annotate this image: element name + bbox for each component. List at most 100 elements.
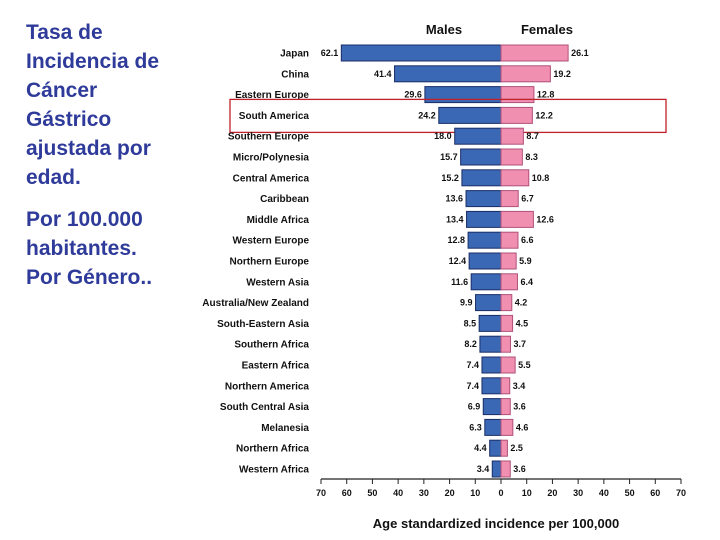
category-label: Western Africa <box>239 465 309 476</box>
male-bar <box>424 86 502 104</box>
female-value-label: 26.1 <box>571 48 589 58</box>
female-value-label: 2.5 <box>510 443 523 453</box>
male-value-label: 7.4 <box>466 381 479 391</box>
male-bar <box>467 231 502 249</box>
female-value-label: 5.9 <box>519 256 532 266</box>
x-tick-label: 50 <box>367 488 377 498</box>
x-tick-label: 10 <box>470 488 480 498</box>
category-label: South America <box>239 111 310 122</box>
female-value-label: 3.7 <box>514 339 527 349</box>
x-tick-label: 70 <box>676 488 686 498</box>
male-bar <box>466 210 502 228</box>
x-tick-label: 10 <box>522 488 532 498</box>
female-value-label: 6.6 <box>521 235 534 245</box>
slide-subtitle: Por 100.000 habitantes. Por Género.. <box>26 205 191 292</box>
slide-title-line: Cáncer <box>26 79 98 102</box>
male-bar <box>491 460 502 478</box>
category-label: Japan <box>280 49 309 60</box>
category-label: Western Asia <box>246 277 309 288</box>
slide-title-line: Incidencia de <box>26 50 160 73</box>
x-tick-label: 30 <box>573 488 583 498</box>
female-bar <box>500 356 516 374</box>
male-bar <box>489 439 502 457</box>
category-label: China <box>281 69 309 80</box>
male-value-label: 9.9 <box>460 298 473 308</box>
slide-subtitle-line: habitantes. <box>26 237 137 260</box>
x-tick-label: 60 <box>650 488 660 498</box>
male-bar <box>438 106 502 124</box>
male-bar <box>340 44 502 62</box>
male-value-label: 6.3 <box>469 422 482 432</box>
male-bar <box>478 314 502 332</box>
female-value-label: 12.8 <box>537 90 555 100</box>
female-bar <box>500 314 514 332</box>
male-bar <box>461 169 502 187</box>
category-label: Northern America <box>225 381 310 392</box>
male-value-label: 62.1 <box>321 48 339 58</box>
category-label: Southern Africa <box>234 340 309 351</box>
female-bar <box>500 273 518 291</box>
category-label: Eastern Africa <box>242 361 310 372</box>
female-bar <box>500 44 569 62</box>
female-bar <box>500 127 524 145</box>
female-bar <box>500 252 517 270</box>
male-bar <box>484 418 502 436</box>
bars-group: Japan 62.1 26.1 China 41.4 19.2 Eastern Europe… <box>202 44 667 478</box>
male-bar <box>470 273 502 291</box>
male-bar <box>479 335 502 353</box>
male-value-label: 4.4 <box>474 443 487 453</box>
category-label: Australia/New Zealand <box>202 298 309 309</box>
male-bar <box>475 294 502 312</box>
male-bar <box>465 190 502 208</box>
male-bar <box>481 356 502 374</box>
female-bar <box>500 169 530 187</box>
male-value-label: 13.6 <box>445 194 463 204</box>
slide-title: Tasa de Incidencia de Cáncer Gástrico ajusta… <box>26 18 191 192</box>
female-bar <box>500 210 534 228</box>
female-value-label: 4.5 <box>516 318 529 328</box>
category-label: Western Europe <box>233 236 310 247</box>
male-value-label: 11.6 <box>451 277 468 287</box>
category-label: Micro/Polynesia <box>233 153 310 164</box>
female-value-label: 19.2 <box>553 69 571 79</box>
slide-subtitle-line: Por 100.000 <box>26 208 143 231</box>
male-value-label: 15.7 <box>440 152 458 162</box>
x-tick-label: 20 <box>547 488 557 498</box>
slide-title-line: ajustada por <box>26 137 151 160</box>
female-value-label: 5.5 <box>518 360 531 370</box>
x-tick-label: 20 <box>445 488 455 498</box>
male-value-label: 24.2 <box>418 110 436 120</box>
male-value-label: 7.4 <box>466 360 479 370</box>
x-tick-label: 40 <box>599 488 609 498</box>
x-tick-label: 50 <box>625 488 635 498</box>
male-value-label: 18.0 <box>434 131 452 141</box>
female-bar <box>500 148 523 166</box>
legend-males: Males <box>426 22 462 37</box>
female-bar <box>500 86 535 104</box>
male-value-label: 41.4 <box>374 69 392 79</box>
category-label: South-Eastern Asia <box>217 319 309 330</box>
female-value-label: 3.4 <box>513 381 526 391</box>
female-value-label: 6.4 <box>520 277 533 287</box>
slide-title-line: Gástrico <box>26 108 112 131</box>
male-bar <box>482 398 502 416</box>
x-tick-label: 70 <box>316 488 326 498</box>
male-bar <box>460 148 502 166</box>
female-value-label: 3.6 <box>513 402 526 412</box>
female-value-label: 3.6 <box>513 464 526 474</box>
female-bar <box>500 65 551 83</box>
category-label: South Central Asia <box>220 402 310 413</box>
female-value-label: 4.6 <box>516 422 529 432</box>
x-axis: 70 60 50 40 30 20 10 0 10 20 30 40 50 60 70 <box>316 478 686 498</box>
male-value-label: 8.2 <box>464 339 477 349</box>
female-bar <box>500 190 519 208</box>
x-tick-label: 30 <box>419 488 429 498</box>
male-value-label: 12.8 <box>448 235 466 245</box>
category-label: Southern Europe <box>228 132 310 143</box>
female-bar <box>500 335 512 353</box>
male-value-label: 8.5 <box>464 318 477 328</box>
category-label: Central America <box>233 173 310 184</box>
female-value-label: 12.2 <box>535 110 553 120</box>
category-label: Middle Africa <box>247 215 310 226</box>
